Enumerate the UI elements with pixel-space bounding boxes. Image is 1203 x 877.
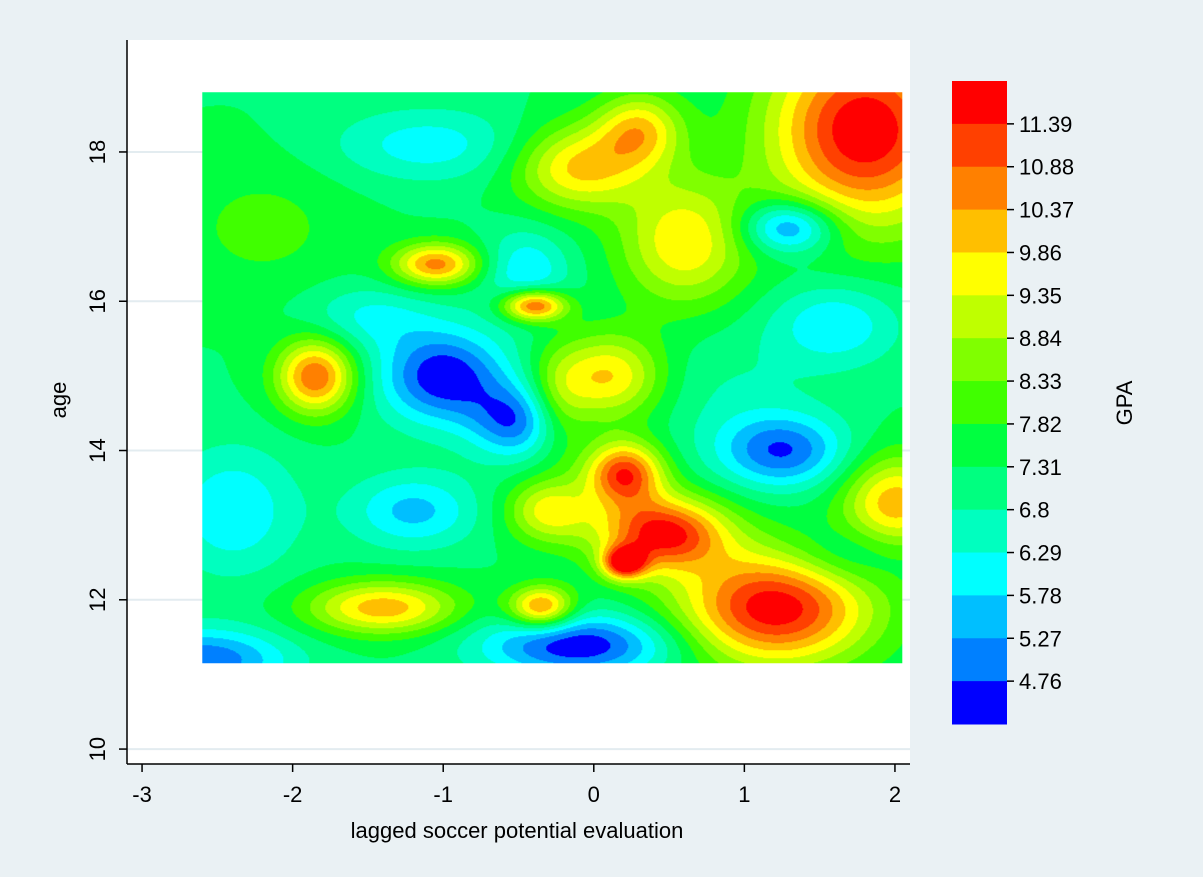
colorbar-label: GPA [1112,380,1137,425]
colorbar-tick-label: 9.86 [1019,240,1062,265]
y-tick-label: 18 [85,140,110,164]
colorbar-swatch [952,681,1007,725]
colorbar-swatch [952,552,1007,596]
y-tick-label: 10 [85,737,110,761]
colorbar-swatch [952,466,1007,511]
colorbar-tick-label: 6.29 [1019,541,1062,566]
colorbar-swatch [952,166,1007,211]
colorbar-swatch [952,209,1007,253]
x-axis-label: lagged soccer potential evaluation [351,818,684,843]
colorbar-tick-label: 7.31 [1019,455,1062,480]
x-tick-label: 0 [588,782,600,807]
y-tick-label: 12 [85,588,110,612]
heatmap-surface [202,92,903,664]
colorbar-tick-label: 10.37 [1019,198,1074,223]
colorbar-swatch [952,423,1007,468]
colorbar-tick-label: 9.35 [1019,283,1062,308]
colorbar-tick-label: 8.84 [1019,326,1062,351]
colorbar-tick-label: 8.33 [1019,369,1062,394]
colorbar-tick-label: 5.78 [1019,583,1062,608]
colorbar-tick-label: 7.82 [1019,412,1062,437]
colorbar: 11.39 10.88 10.37 9.86 9.35 8.84 8.33 7.82 7.31 6… [952,81,1074,725]
y-tick-label: 14 [85,438,110,462]
colorbar-tick-label: 4.76 [1019,669,1062,694]
colorbar-swatch [952,381,1007,425]
colorbar-swatch [952,295,1007,339]
colorbar-swatch [952,81,1007,125]
colorbar-swatch [952,638,1007,682]
y-tick-label: 16 [85,289,110,313]
colorbar-tick-label: 6.8 [1019,498,1050,523]
colorbar-tick-label: 5.27 [1019,626,1062,651]
colorbar-swatch [952,595,1007,639]
colorbar-tick-label: 11.39 [1019,112,1072,137]
x-tick-label: -2 [283,782,303,807]
x-tick-label: 2 [889,782,901,807]
x-tick-label: -3 [132,782,152,807]
colorbar-swatch [952,509,1007,554]
colorbar-tick-label: 10.88 [1019,155,1074,180]
colorbar-swatch [952,123,1007,168]
x-tick-label: 1 [738,782,750,807]
colorbar-swatch [952,338,1007,382]
y-axis-label: age [46,382,71,419]
x-tick-label: -1 [433,782,453,807]
colorbar-swatch [952,252,1007,296]
